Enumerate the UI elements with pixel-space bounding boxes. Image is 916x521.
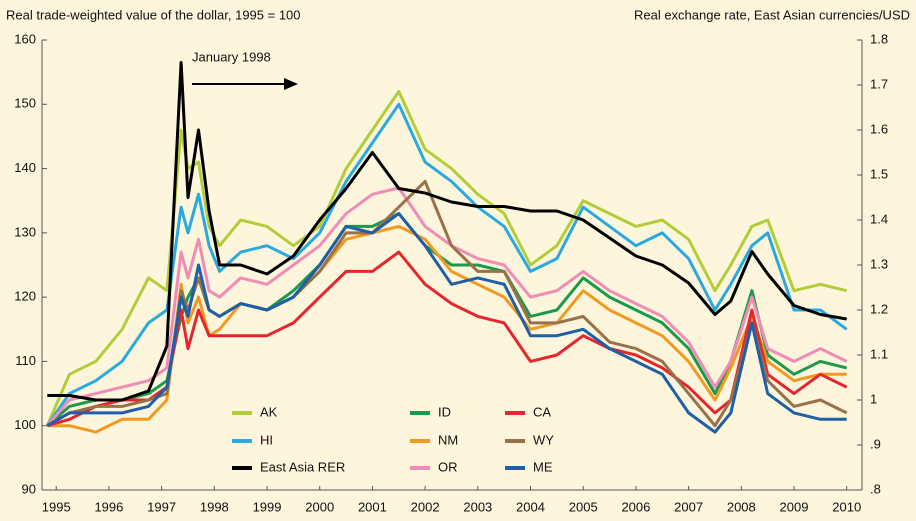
- y2-axis-title: Real exchange rate, East Asian currencie…: [634, 7, 910, 22]
- x-tick-label: 2007: [674, 499, 703, 514]
- x-tick-label: 1997: [147, 499, 176, 514]
- legend-label: East Asia RER: [260, 459, 345, 474]
- x-tick-label: 2005: [569, 499, 598, 514]
- legend-label: ME: [533, 459, 553, 474]
- x-tick-label: 2002: [411, 499, 440, 514]
- x-tick-label: 2010: [832, 499, 861, 514]
- series-line: [46, 212, 847, 434]
- legend-label: ID: [438, 404, 451, 419]
- y2-tick-label: .9: [870, 436, 881, 451]
- y-tick-label: 110: [15, 353, 36, 368]
- series-line: [45, 89, 848, 427]
- y2-tick-label: 1.4: [870, 211, 888, 226]
- x-tick-label: 2008: [727, 499, 756, 514]
- series-line: [46, 250, 848, 428]
- legend-label: WY: [533, 432, 554, 447]
- x-tick-label: 2000: [305, 499, 334, 514]
- x-tick-label: 1995: [42, 499, 71, 514]
- legend-label: NM: [438, 432, 458, 447]
- x-tick-label: 2006: [621, 499, 650, 514]
- y2-tick-label: 1.5: [870, 166, 888, 181]
- y-tick-label: 140: [14, 160, 36, 175]
- y2-tick-label: 1.8: [870, 31, 888, 46]
- y-tick-label: 120: [14, 289, 36, 304]
- y-tick-label: 160: [14, 31, 36, 46]
- y-axis-title: Real trade-weighted value of the dollar,…: [6, 7, 301, 22]
- y2-tick-label: 1.3: [870, 256, 888, 271]
- series-line: [46, 186, 848, 427]
- legend-label: AK: [260, 404, 278, 419]
- series-line: [47, 61, 847, 402]
- y2-tick-label: 1.1: [870, 346, 888, 361]
- y2-tick-label: 1.7: [870, 76, 888, 91]
- annotation: January 1998: [192, 49, 271, 64]
- x-tick-label: 1998: [200, 499, 229, 514]
- legend-label: HI: [260, 432, 273, 447]
- legend-label: CA: [533, 404, 551, 419]
- y-tick-label: 90: [22, 481, 36, 496]
- y2-tick-label: 1.6: [870, 121, 888, 136]
- y-tick-label: 150: [14, 96, 36, 111]
- x-tick-label: 1996: [94, 499, 123, 514]
- y-tick-label: 130: [14, 224, 36, 239]
- x-tick-label: 2001: [358, 499, 387, 514]
- y2-tick-label: 1.2: [870, 301, 888, 316]
- x-tick-label: 2003: [463, 499, 492, 514]
- series-line: [46, 102, 848, 427]
- x-tick-label: 2004: [516, 499, 545, 514]
- annotation-arrowhead: [284, 78, 298, 90]
- legend-label: OR: [438, 459, 458, 474]
- y-tick-label: 100: [14, 417, 36, 432]
- y2-tick-label: .8: [870, 481, 881, 496]
- x-tick-label: 1999: [253, 499, 282, 514]
- x-tick-label: 2009: [780, 499, 809, 514]
- y2-tick-label: 1: [870, 391, 877, 406]
